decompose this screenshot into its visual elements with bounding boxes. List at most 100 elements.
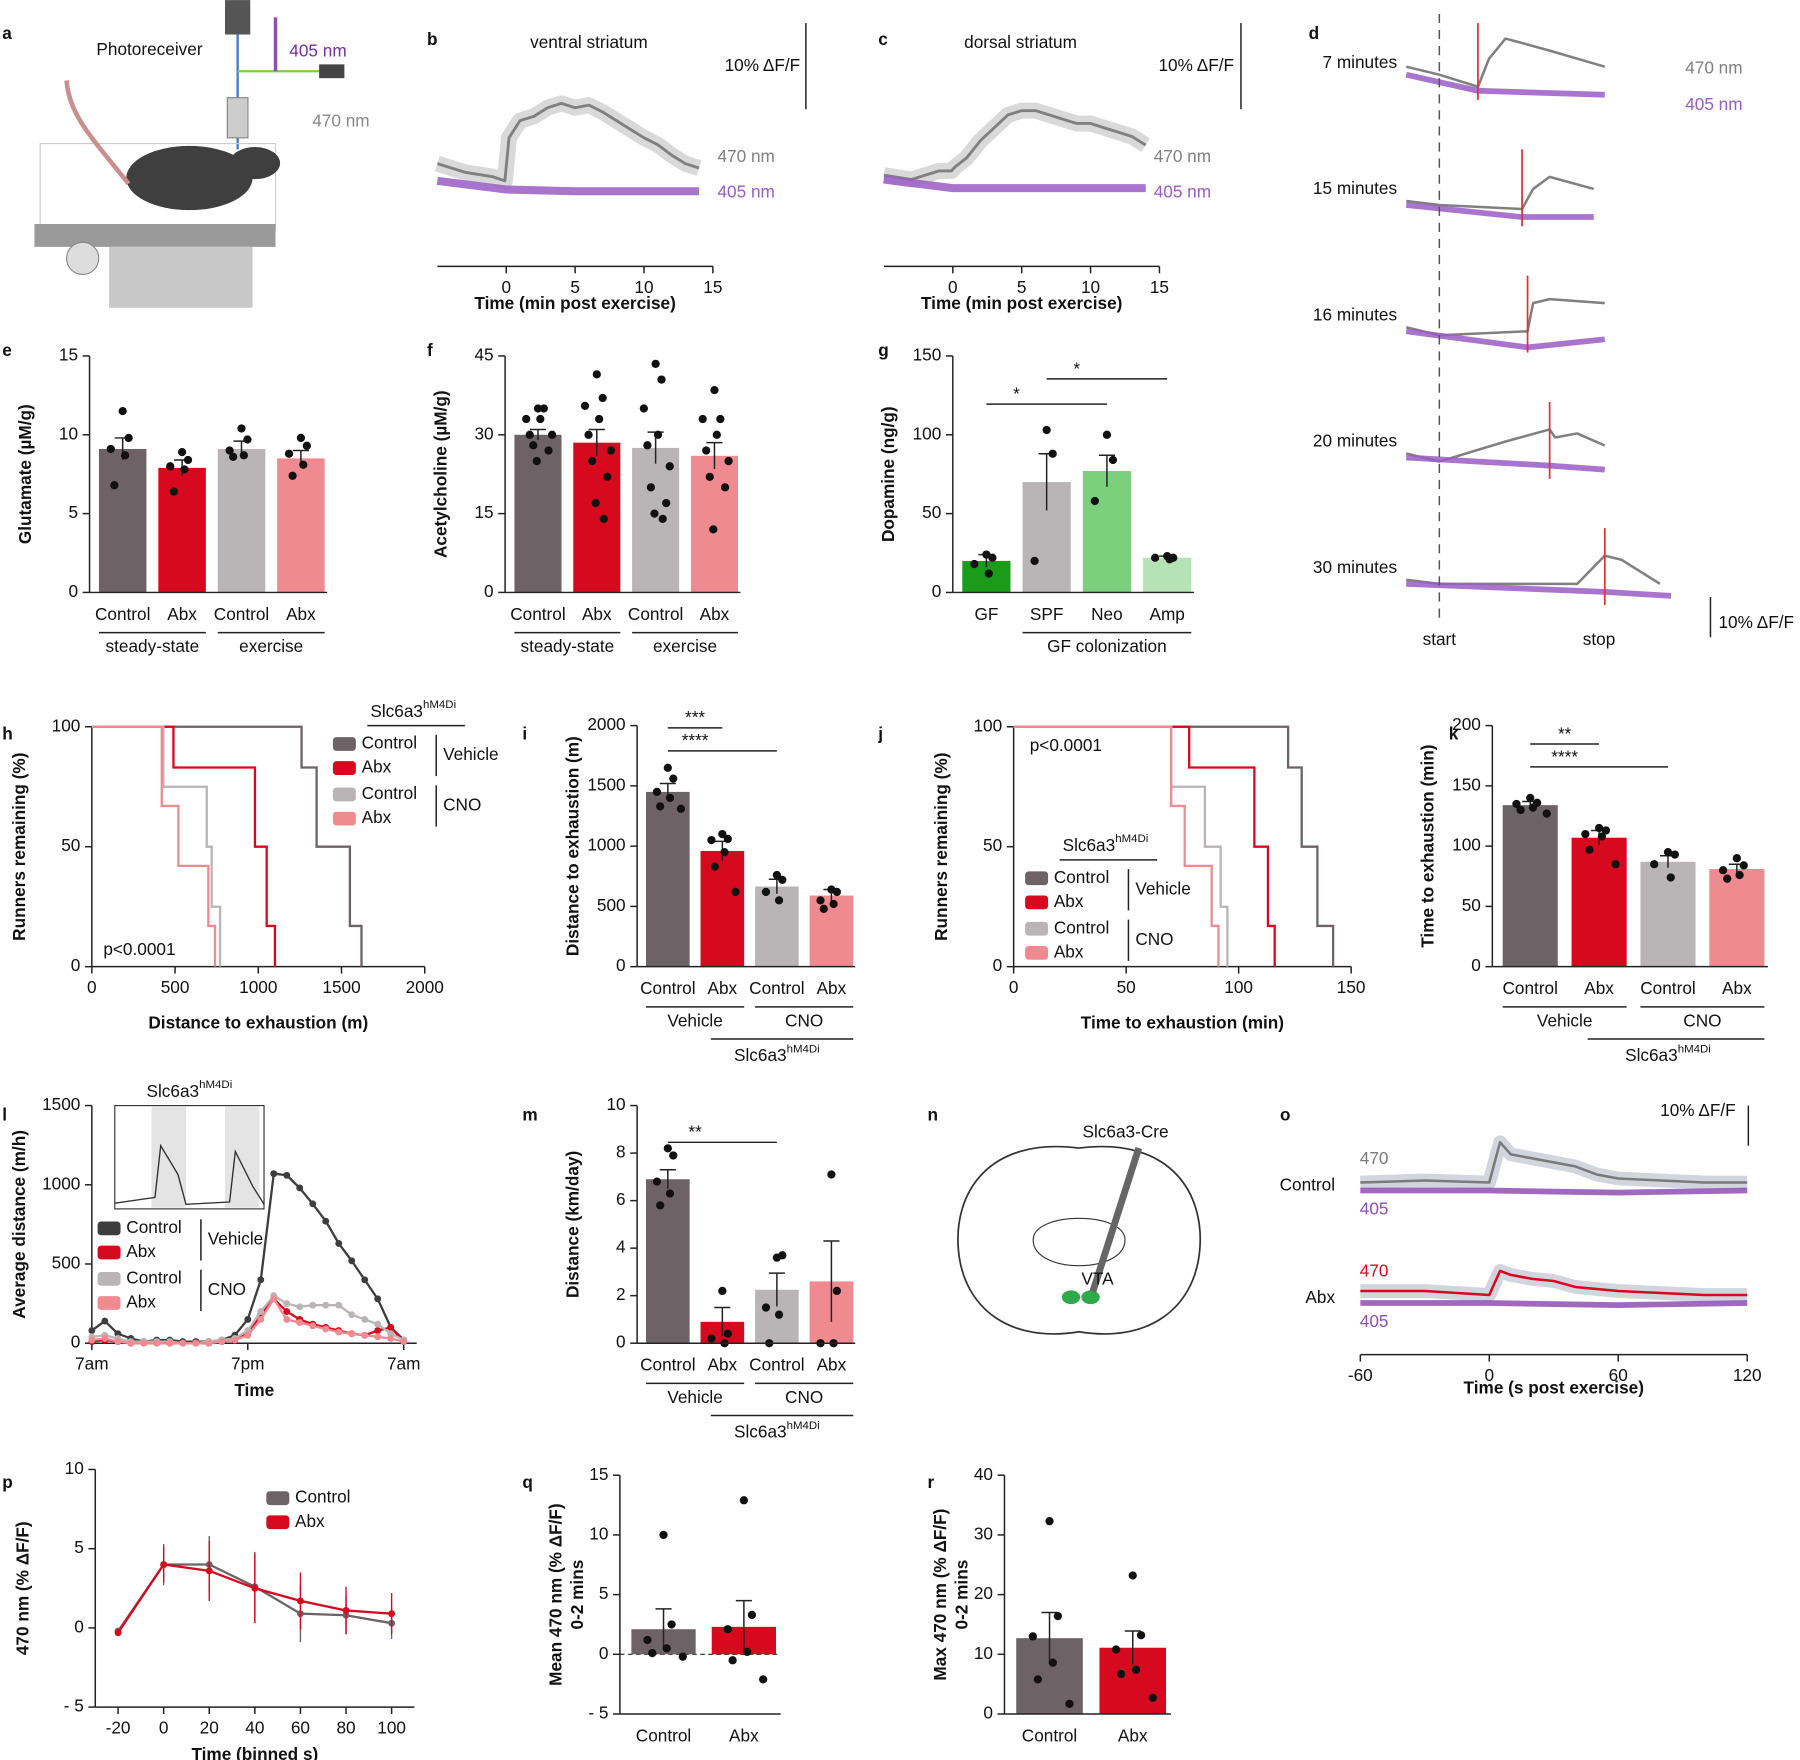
legend-group: CNO bbox=[443, 795, 481, 815]
data-point bbox=[816, 896, 825, 905]
legend-label: Control bbox=[362, 733, 417, 753]
significance-label: **** bbox=[682, 730, 709, 750]
panel-letter: d bbox=[1309, 23, 1320, 43]
series-marker bbox=[283, 1300, 291, 1308]
data-point bbox=[662, 498, 671, 508]
bar bbox=[98, 448, 147, 593]
scale-bar-label: 10% ΔF/F bbox=[1660, 1100, 1736, 1120]
panel-letter: p bbox=[2, 1472, 13, 1492]
label-text: Slc6a3 bbox=[734, 1421, 787, 1441]
y-axis-label: Distance (km/day) bbox=[563, 1151, 583, 1298]
panel-letter: f bbox=[427, 340, 433, 360]
significance-label: * bbox=[1073, 358, 1080, 378]
x-tick-label: 0 bbox=[1484, 1365, 1494, 1385]
data-point bbox=[739, 1496, 749, 1505]
panel-letter: a bbox=[2, 23, 12, 43]
panel-letter: o bbox=[1280, 1104, 1291, 1124]
significance-label: ** bbox=[1558, 723, 1572, 743]
panel-letter: i bbox=[522, 723, 527, 743]
data-point bbox=[720, 483, 730, 492]
data-point bbox=[1128, 1571, 1137, 1580]
y-tick-label: 0 bbox=[983, 1703, 993, 1723]
data-point bbox=[1108, 455, 1118, 465]
trace bbox=[1360, 1141, 1748, 1184]
y-axis-label: Glutamate (µM/g) bbox=[15, 404, 35, 544]
annotation: p<0.0001 bbox=[1030, 735, 1102, 755]
data-point bbox=[1048, 449, 1057, 458]
y-tick-label: 1000 bbox=[42, 1173, 80, 1193]
series-marker bbox=[387, 1330, 395, 1338]
y-tick-label: 0 bbox=[484, 581, 494, 601]
legend-label: Abx bbox=[126, 1241, 156, 1261]
y-tick-label: 50 bbox=[983, 835, 1002, 855]
legend-label: Control bbox=[1054, 867, 1109, 887]
y-tick-label: 500 bbox=[52, 1253, 81, 1273]
scale-bar-label: 10% ΔF/F bbox=[1158, 55, 1234, 75]
label-sup: hM4Di bbox=[1115, 833, 1148, 845]
data-point bbox=[1048, 1658, 1057, 1667]
trace-band bbox=[434, 95, 702, 189]
legend-label: Control bbox=[1054, 917, 1109, 937]
data-point bbox=[669, 1151, 678, 1160]
x-tick-label: Abx bbox=[1722, 978, 1752, 998]
legend-label: Abx bbox=[1054, 941, 1084, 961]
data-point bbox=[532, 456, 541, 466]
x-tick-label: 15 bbox=[1150, 277, 1169, 297]
y-tick-label: 15 bbox=[59, 345, 78, 365]
series-marker bbox=[257, 1315, 265, 1323]
row-label: 7 minutes bbox=[1322, 52, 1397, 72]
data-point bbox=[177, 447, 187, 457]
legend-group: CNO bbox=[208, 1279, 246, 1299]
y-axis-label: Runners remaining (%) bbox=[931, 753, 951, 941]
data-point bbox=[718, 829, 727, 839]
x-tick-label: 50 bbox=[1117, 977, 1136, 997]
group-label: steady-state bbox=[106, 636, 200, 656]
series-marker bbox=[374, 1295, 382, 1303]
data-point bbox=[229, 452, 238, 461]
y-tick-label: 5 bbox=[68, 502, 78, 522]
data-point bbox=[988, 553, 997, 562]
y-tick-label: 150 bbox=[913, 345, 942, 365]
legend-swatch bbox=[97, 1296, 121, 1310]
significance-label: **** bbox=[1551, 746, 1578, 766]
region-label: VTA bbox=[1081, 1269, 1114, 1289]
y-tick-label: 50 bbox=[61, 835, 80, 855]
data-point bbox=[1045, 1517, 1054, 1526]
data-point bbox=[120, 451, 130, 460]
bar bbox=[690, 455, 738, 593]
data-point bbox=[720, 848, 729, 857]
series-marker bbox=[361, 1331, 369, 1339]
series-marker bbox=[160, 1561, 168, 1568]
y-tick-label: 10 bbox=[974, 1643, 993, 1663]
survival-line bbox=[1013, 725, 1276, 967]
x-tick-label: 10 bbox=[634, 277, 653, 297]
data-point bbox=[606, 446, 616, 455]
data-point bbox=[676, 804, 686, 813]
wheel bbox=[66, 241, 100, 276]
legend-group: Vehicle bbox=[443, 744, 498, 764]
x-tick-label: Control bbox=[95, 604, 150, 624]
data-point bbox=[1516, 805, 1525, 815]
panel-letter: q bbox=[522, 1472, 533, 1492]
x-axis-label: Distance to exhaustion (m) bbox=[148, 1013, 368, 1033]
y-tick-label: 0 bbox=[71, 1332, 81, 1352]
y-tick-label: 0 bbox=[616, 955, 626, 975]
y-axis-label: 0-2 mins bbox=[567, 1560, 587, 1630]
data-point bbox=[288, 471, 297, 480]
x-tick-label: Control bbox=[510, 604, 565, 624]
data-point bbox=[678, 1652, 687, 1661]
series-label: 405 nm bbox=[1154, 181, 1211, 201]
treadmill-stand bbox=[109, 246, 253, 308]
significance-label: ** bbox=[688, 1122, 702, 1142]
y-axis-label: 470 nm (% ΔF/F) bbox=[13, 1521, 33, 1655]
legend-swatch bbox=[1025, 895, 1049, 910]
data-point bbox=[667, 1620, 676, 1629]
data-point bbox=[710, 862, 719, 871]
data-point bbox=[1670, 850, 1680, 859]
series-marker bbox=[348, 1311, 356, 1319]
series-marker bbox=[309, 1200, 317, 1208]
data-point bbox=[832, 1286, 841, 1296]
y-tick-label: 500 bbox=[597, 895, 626, 915]
legend-swatch bbox=[97, 1245, 121, 1260]
x-tick-label: Control bbox=[749, 978, 804, 998]
